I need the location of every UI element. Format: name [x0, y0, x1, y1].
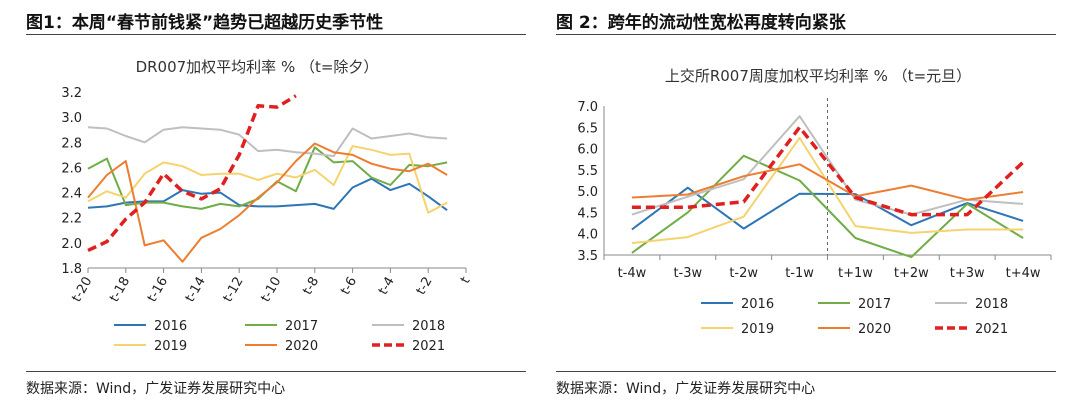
- legend-label-2019: 2019: [741, 322, 774, 337]
- legend-label-2016: 2016: [741, 297, 774, 312]
- x-tick-label: t+3w: [950, 266, 985, 281]
- x-tick-label: t-2w: [729, 266, 758, 281]
- legend-label-2018: 2018: [975, 297, 1008, 312]
- series-line-2021: [631, 125, 1025, 217]
- x-tick-label: t: [458, 275, 474, 287]
- series-line-2018: [631, 115, 1024, 216]
- series-line-2016: [87, 177, 448, 212]
- series-line-2020: [87, 142, 448, 263]
- series-line-2018: [87, 126, 448, 158]
- x-tick-label: t-6: [338, 275, 360, 298]
- y-tick-label: 6.5: [577, 121, 598, 136]
- x-tick-label: t-20: [69, 275, 95, 305]
- x-tick-label: t-2: [414, 275, 436, 298]
- figure-1-source-note: 数据来源：Wind，广发证券发展研究中心: [26, 381, 286, 397]
- y-tick-label: 2.2: [61, 212, 82, 227]
- figure-1-title: 图1：本周“春节前钱紧”趋势已超越历史季节性: [26, 13, 384, 33]
- figure-2-title: 图 2：跨年的流动性宽松再度转向紧张: [556, 13, 846, 33]
- r007-weekly-chart: 上交所R007周度加权平均利率 % （t=元旦） 3.5 4.0 4.5 5.0 5.5 6…: [577, 67, 1052, 337]
- y-tick-label: 5.0: [577, 185, 598, 200]
- legend-label-2016: 2016: [154, 319, 187, 334]
- x-tick-label: t+2w: [894, 266, 929, 281]
- series-line-2019: [87, 145, 448, 214]
- y-tick-label: 1.8: [61, 262, 82, 277]
- legend-label-2020: 2020: [285, 339, 318, 354]
- y-tick-label: 6.0: [577, 143, 598, 158]
- x-tick-label: t+4w: [1006, 266, 1041, 281]
- figure-2-source-note: 数据来源：Wind，广发证券发展研究中心: [556, 381, 816, 397]
- y-tick-label: 3.0: [61, 111, 82, 126]
- y-tick-label: 5.5: [577, 164, 598, 179]
- y-tick-label: 2.0: [61, 237, 82, 252]
- legend-label-2020: 2020: [858, 322, 891, 337]
- y-tick-label: 3.2: [61, 86, 82, 101]
- legend-label-2021: 2021: [412, 339, 445, 354]
- x-tick-label: t-1w: [785, 266, 814, 281]
- x-tick-label: t-12: [221, 275, 247, 305]
- legend-label-2019: 2019: [154, 339, 187, 354]
- series-line-2020: [631, 163, 1024, 201]
- legend-label-2017: 2017: [858, 297, 891, 312]
- y-tick-label: 7.0: [577, 100, 598, 115]
- y-tick-label: 3.5: [577, 249, 598, 264]
- y-tick-label: 2.8: [61, 136, 82, 151]
- y-tick-label: 4.5: [577, 206, 598, 221]
- y-tick-label: 4.0: [577, 228, 598, 243]
- y-tick-label: 2.6: [61, 161, 82, 176]
- figure-1-panel: 图1：本周“春节前钱紧”趋势已超越历史季节性 DR007加权平均利率 % （t=…: [26, 0, 546, 409]
- figure-1-bottom-rule: [26, 371, 526, 372]
- series-line-2017: [631, 154, 1024, 259]
- x-tick-label: t-16: [145, 275, 171, 305]
- chart-1-title: DR007加权平均利率 % （t=除夕）: [136, 58, 379, 76]
- dr007-chart: DR007加权平均利率 % （t=除夕） 1.8 2.0 2.2 2.4 2.6 2.8 3.…: [61, 58, 474, 354]
- x-tick-label: t-10: [258, 275, 284, 305]
- y-tick-label: 2.4: [61, 187, 82, 202]
- series-line-2021: [87, 94, 297, 252]
- x-tick-label: t-4: [376, 275, 398, 298]
- figure-1-top-rule: [26, 34, 526, 35]
- figure-2-panel: 图 2：跨年的流动性宽松再度转向紧张 上交所R007周度加权平均利率 % （t=…: [556, 0, 1076, 409]
- figure-2-top-rule: [556, 34, 1056, 35]
- figure-2-bottom-rule: [556, 371, 1056, 372]
- x-tick-label: t-8: [300, 275, 322, 298]
- x-tick-label: t-18: [107, 275, 133, 305]
- chart-2-title: 上交所R007周度加权平均利率 % （t=元旦）: [665, 67, 971, 85]
- x-tick-label: t-4w: [618, 266, 647, 281]
- x-tick-label: t-3w: [673, 266, 702, 281]
- x-tick-label: t-14: [183, 275, 209, 305]
- series-line-2019: [631, 136, 1024, 245]
- legend-label-2021: 2021: [975, 322, 1008, 337]
- legend-label-2017: 2017: [285, 319, 318, 334]
- x-tick-label: t+1w: [838, 266, 873, 281]
- legend-label-2018: 2018: [412, 319, 445, 334]
